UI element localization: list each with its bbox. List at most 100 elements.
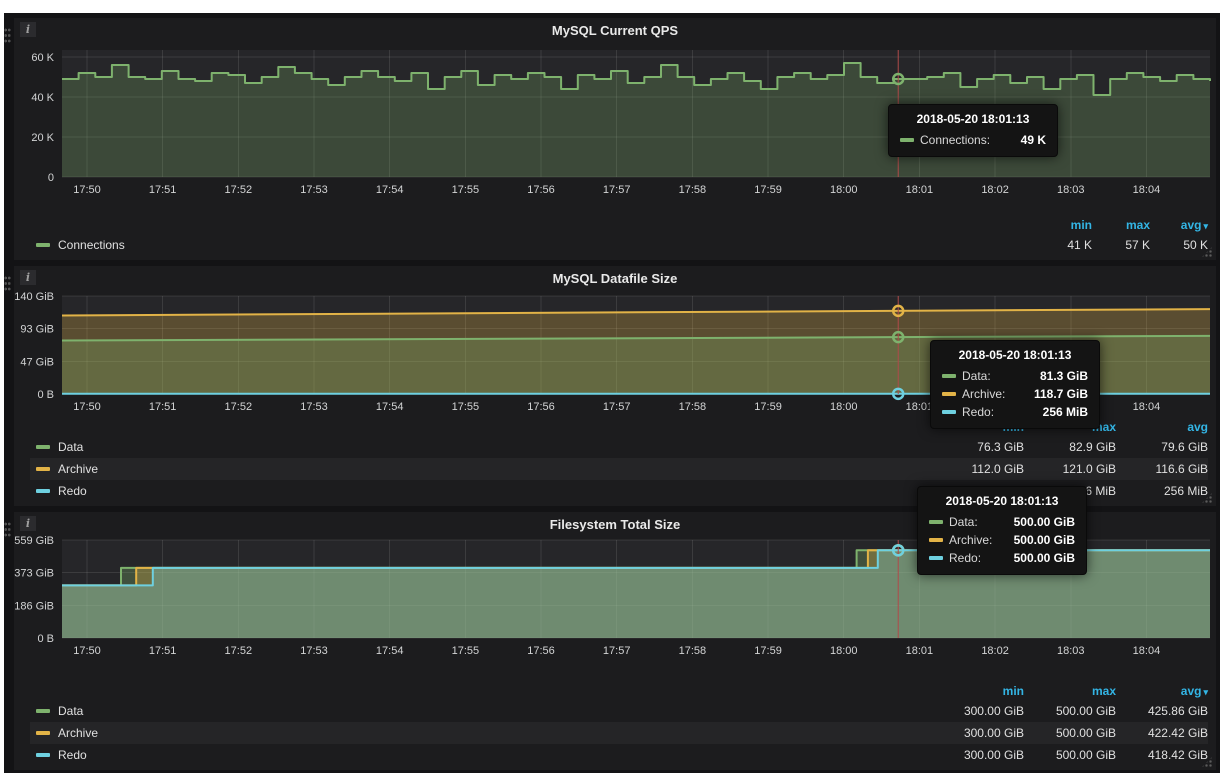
legend-series-dash-icon — [36, 489, 50, 493]
tooltip-series-value: 500.00 GiB — [1014, 513, 1075, 531]
legend-series-label: Archive — [58, 726, 98, 740]
x-axis-tick-label: 17:58 — [679, 184, 707, 196]
x-axis-tick-label: 17:52 — [225, 401, 253, 413]
y-axis-tick-label: 0 — [48, 172, 54, 184]
tooltip-series-row: Archive: 500.00 GiB — [929, 531, 1075, 549]
x-axis-tick-label: 17:58 — [679, 645, 707, 657]
tooltip-series-value: 500.00 GiB — [1014, 531, 1075, 549]
legend-header-row: minmaxavg▾ — [30, 682, 1208, 700]
y-axis-tick-label: 40 K — [31, 92, 54, 104]
legend-stat-value: 422.42 GiB — [1116, 726, 1208, 740]
legend-header-min[interactable]: min — [1034, 218, 1092, 232]
chart-tooltip: 2018-05-20 18:01:13Connections:49 K — [888, 104, 1058, 157]
tooltip-series-name: Archive: — [949, 531, 992, 549]
chart-tooltip: 2018-05-20 18:01:13Data:81.3 GiBArchive:… — [930, 340, 1100, 429]
x-axis-tick-label: 18:03 — [1057, 645, 1085, 657]
x-axis-tick-label: 17:55 — [452, 184, 480, 196]
tooltip-series-dash-icon — [942, 410, 956, 414]
x-axis-tick-label: 17:57 — [603, 184, 631, 196]
legend-series-row[interactable]: Redo 300.00 GiB500.00 GiB418.42 GiB — [30, 744, 1208, 766]
panel-title[interactable]: MySQL Current QPS — [14, 23, 1216, 38]
x-axis-tick-label: 17:52 — [225, 645, 253, 657]
x-axis-tick-label: 17:55 — [452, 645, 480, 657]
legend-series-row[interactable]: Archive300.00 GiB500.00 GiB422.42 GiB — [30, 722, 1208, 744]
tooltip-series-row: Connections:49 K — [900, 131, 1046, 149]
x-axis-tick-label: 18:03 — [1057, 184, 1085, 196]
legend-stat-value: 500.00 GiB — [1024, 704, 1116, 718]
legend-stat-value: 300.00 GiB — [932, 748, 1024, 762]
x-axis-tick-label: 17:51 — [149, 184, 177, 196]
tooltip-series-value: 49 K — [1021, 131, 1046, 149]
tooltip-series-dash-icon — [942, 392, 956, 396]
legend-series-row[interactable]: Connections41 K57 K50 K — [30, 234, 1208, 256]
x-axis-tick-label: 17:59 — [754, 401, 782, 413]
grip-handle-icon[interactable] — [4, 28, 11, 45]
legend-header-max[interactable]: max — [1024, 684, 1116, 698]
legend-series-dash-icon — [36, 467, 50, 471]
grip-handle-icon[interactable] — [4, 522, 11, 539]
legend-header-avg[interactable]: avg▾ — [1150, 218, 1208, 232]
legend-header-avg[interactable]: avg — [1116, 420, 1208, 434]
tooltip-series-name: Redo: — [962, 403, 994, 421]
panel-title[interactable]: MySQL Datafile Size — [14, 271, 1216, 286]
x-axis-tick-label: 18:02 — [981, 645, 1009, 657]
x-axis-tick-label: 17:59 — [754, 184, 782, 196]
x-axis-tick-label: 17:50 — [73, 645, 101, 657]
x-axis-tick-label: 18:02 — [981, 184, 1009, 196]
legend-series-label: Data — [58, 440, 83, 454]
legend-stat-value: 50 K — [1150, 238, 1208, 252]
tooltip-series-name: Archive: — [962, 385, 1005, 403]
legend-header-max[interactable]: max — [1092, 218, 1150, 232]
x-axis-tick-label: 17:56 — [527, 401, 555, 413]
tooltip-series-dash-icon — [929, 556, 943, 560]
legend-stat-value: 500.00 GiB — [1024, 748, 1116, 762]
x-axis-tick-label: 17:54 — [376, 184, 404, 196]
y-axis-tick-label: 60 K — [31, 52, 54, 64]
y-axis-tick-label: 186 GiB — [14, 600, 54, 612]
legend: minmaxavg▾Data300.00 GiB500.00 GiB425.86… — [30, 682, 1208, 766]
tooltip-timestamp: 2018-05-20 18:01:13 — [942, 348, 1088, 362]
legend-series-label: Redo — [58, 484, 87, 498]
legend-header-min[interactable]: min — [932, 684, 1024, 698]
x-axis-tick-label: 18:00 — [830, 401, 858, 413]
legend-series-label: Redo — [58, 748, 87, 762]
tooltip-series-name: Redo: — [949, 549, 981, 567]
x-axis-tick-label: 18:01 — [906, 184, 934, 196]
x-axis-tick-label: 18:04 — [1133, 645, 1161, 657]
legend-series-row[interactable]: Data 300.00 GiB500.00 GiB425.86 GiB — [30, 700, 1208, 722]
y-axis-tick-label: 47 GiB — [20, 356, 54, 368]
x-axis-tick-label: 17:51 — [149, 645, 177, 657]
x-axis-tick-label: 17:53 — [300, 401, 328, 413]
legend-series-dash-icon — [36, 753, 50, 757]
legend-series-row[interactable]: Data76.3 GiB82.9 GiB79.6 GiB — [30, 436, 1208, 458]
legend-series-dash-icon — [36, 731, 50, 735]
x-axis-tick-label: 17:51 — [149, 401, 177, 413]
x-axis-tick-label: 18:04 — [1133, 184, 1161, 196]
legend-stat-value: 82.9 GiB — [1024, 440, 1116, 454]
x-axis-tick-label: 17:56 — [527, 184, 555, 196]
x-axis-tick-label: 18:00 — [830, 645, 858, 657]
legend-stat-value: 500.00 GiB — [1024, 726, 1116, 740]
grip-handle-icon[interactable] — [4, 276, 11, 293]
legend: minmaxavg▾Connections41 K57 K50 K — [30, 216, 1208, 256]
legend-stat-value: 256 MiB — [1116, 484, 1208, 498]
tooltip-series-value: 256 MiB — [1043, 403, 1088, 421]
x-axis-tick-label: 17:59 — [754, 645, 782, 657]
legend-stat-value: 300.00 GiB — [932, 704, 1024, 718]
x-axis-tick-label: 17:50 — [73, 401, 101, 413]
legend-stat-value: 425.86 GiB — [1116, 704, 1208, 718]
tooltip-series-value: 500.00 GiB — [1014, 549, 1075, 567]
legend-header-avg[interactable]: avg▾ — [1116, 684, 1208, 698]
legend-series-label: Data — [58, 704, 83, 718]
y-axis-tick-label: 0 B — [37, 633, 54, 645]
legend-series-row[interactable]: Archive112.0 GiB121.0 GiB116.6 GiB — [30, 458, 1208, 480]
legend-stat-value: 418.42 GiB — [1116, 748, 1208, 762]
x-axis-tick-label: 17:55 — [452, 401, 480, 413]
legend-stat-value: 57 K — [1092, 238, 1150, 252]
y-axis-tick-label: 140 GiB — [14, 291, 54, 303]
legend-header-row: minmaxavg▾ — [30, 216, 1208, 234]
tooltip-series-row: Redo: 500.00 GiB — [929, 549, 1075, 567]
tooltip-series-value: 118.7 GiB — [1034, 385, 1088, 403]
tooltip-series-name: Data: — [962, 367, 991, 385]
tooltip-series-row: Data:500.00 GiB — [929, 513, 1075, 531]
